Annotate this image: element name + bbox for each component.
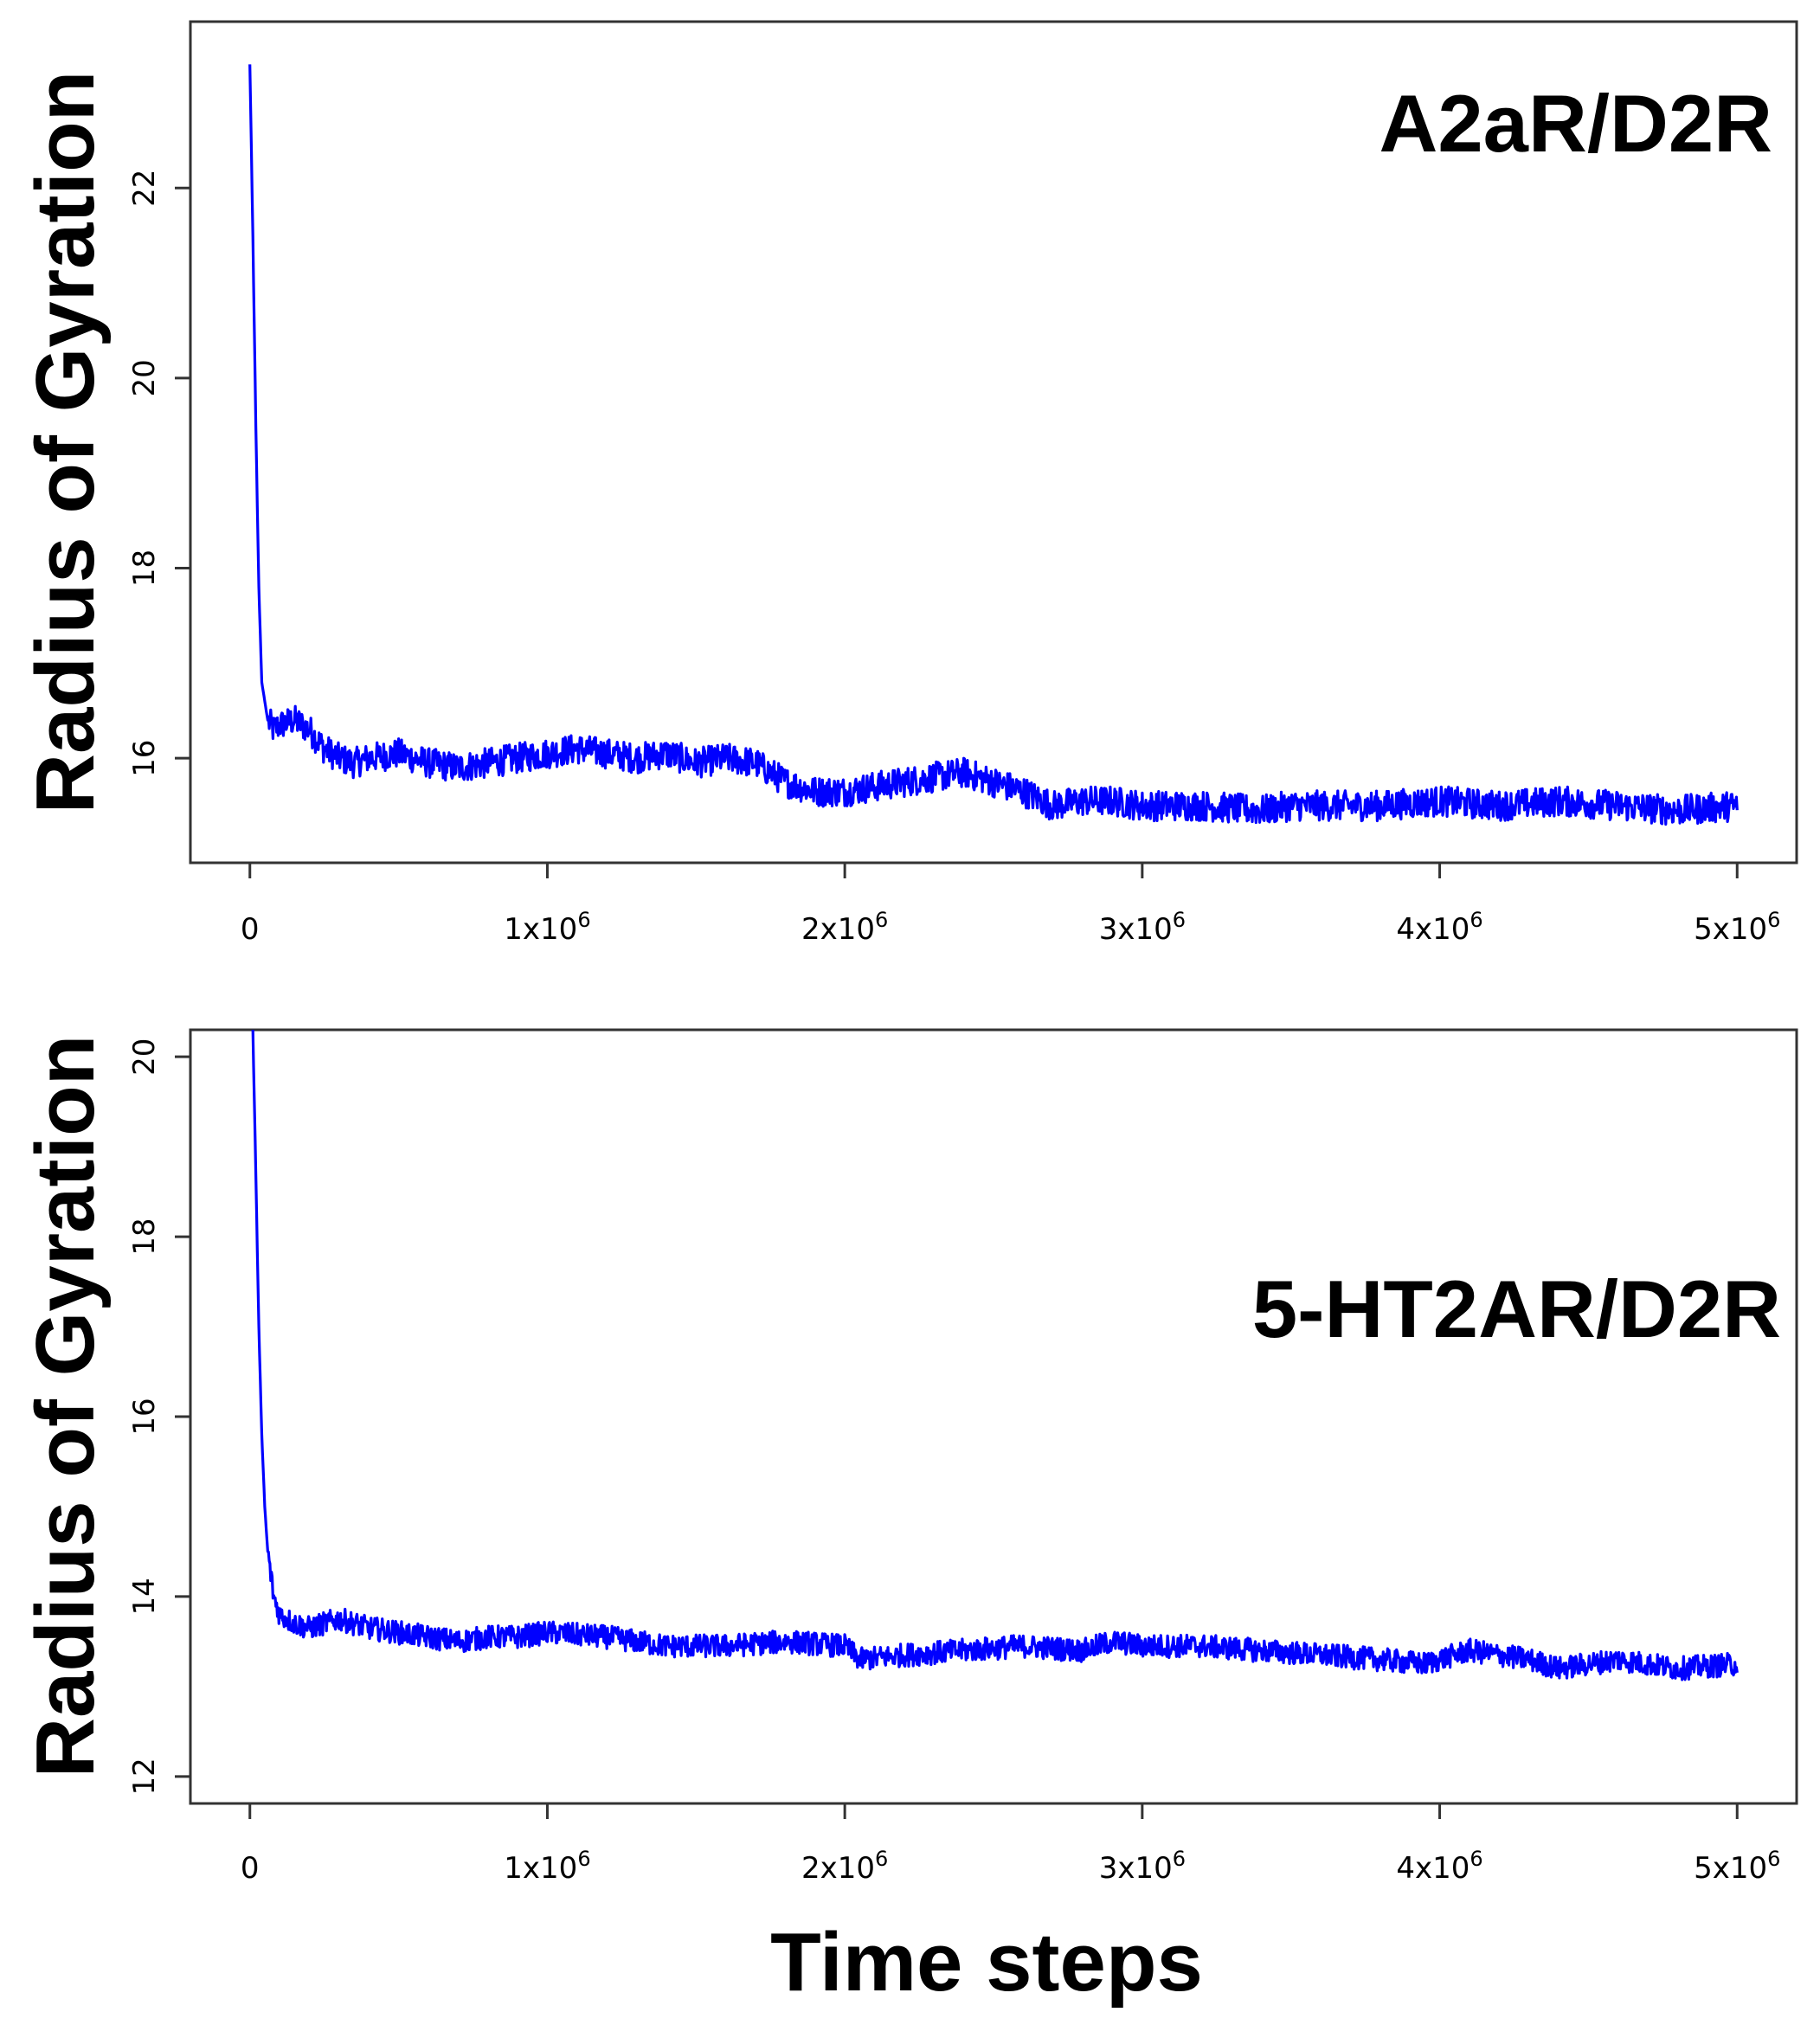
x-tick-label: 1x106 — [504, 908, 590, 947]
chart-panel-a2ar-d2r: 0 1x106 2x106 3x106 4x106 5x106 16 18 20 22 A2aR… — [19, 20, 1798, 947]
x-tick-label: 2x106 — [801, 1847, 888, 1886]
x-tick-label: 4x106 — [1396, 1847, 1482, 1886]
panel-label: 5-HT2AR/D2R — [1252, 1263, 1781, 1354]
y-tick-label: 12 — [127, 1758, 162, 1795]
y-tick-label: 18 — [127, 1218, 162, 1255]
panel-label: A2aR/D2R — [1379, 78, 1773, 169]
x-tick-label: 0 — [241, 912, 260, 947]
x-tick-label: 0 — [241, 1851, 260, 1886]
x-tick-label: 3x106 — [1099, 908, 1186, 947]
x-tick-label: 3x106 — [1099, 1847, 1186, 1886]
y-tick-label: 16 — [127, 1398, 162, 1435]
y-tick-label: 20 — [127, 359, 162, 396]
plot-frame — [189, 1028, 1798, 1805]
x-ticks: 0 1x106 2x106 3x106 4x106 5x106 — [241, 1803, 1780, 1886]
x-tick-label: 2x106 — [801, 908, 888, 947]
series-line — [251, 1029, 1739, 1681]
y-tick-label: 20 — [127, 1038, 162, 1076]
y-tick-label: 22 — [127, 170, 162, 207]
y-tick-label: 16 — [127, 740, 162, 777]
chart-panel-5ht2ar-d2r: 0 1x106 2x106 3x106 4x106 5x106 12 14 16 18 20 5-… — [19, 1028, 1798, 1886]
y-axis-title: Radius of Gyration — [19, 1035, 112, 1778]
x-ticks: 0 1x106 2x106 3x106 4x106 5x106 — [241, 863, 1780, 947]
x-axis-title: Time steps — [770, 1916, 1203, 2009]
y-tick-label: 14 — [127, 1578, 162, 1615]
y-tick-label: 18 — [127, 550, 162, 587]
y-axis-title: Radius of Gyration — [19, 71, 112, 814]
x-tick-label: 4x106 — [1396, 908, 1482, 947]
series-line — [248, 64, 1739, 826]
x-tick-label: 5x106 — [1694, 1847, 1780, 1886]
x-tick-label: 1x106 — [504, 1847, 590, 1886]
y-ticks: 16 18 20 22 — [127, 170, 190, 777]
x-tick-label: 5x106 — [1694, 908, 1780, 947]
y-ticks: 12 14 16 18 20 — [127, 1038, 190, 1795]
